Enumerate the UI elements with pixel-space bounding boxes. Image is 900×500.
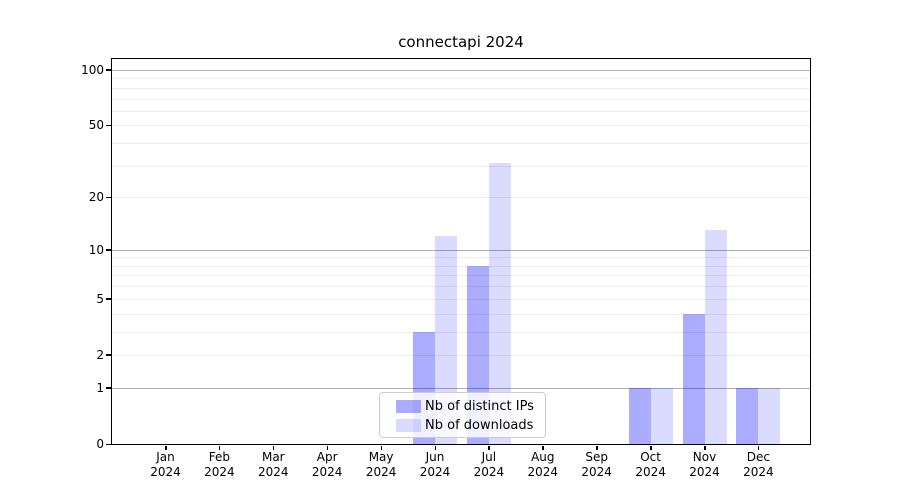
x-tick-label-dec: Dec 2024 <box>743 450 774 479</box>
x-tick-dec <box>757 445 760 450</box>
x-tick-label-aug: Aug 2024 <box>527 450 559 479</box>
gridline-minor <box>112 143 810 145</box>
y-tick-label-100: 100 <box>81 62 104 77</box>
x-tick-label-nov: Nov 2024 <box>689 450 720 479</box>
legend-label-distinct-ips: Nb of distinct IPs <box>425 399 534 414</box>
bar-distinct-ips-dec <box>736 387 759 444</box>
y-tick-label-2: 2 <box>96 347 104 362</box>
legend-swatch-distinct-ips <box>396 400 421 413</box>
x-tick-may <box>380 445 383 450</box>
x-tick-jan <box>165 445 167 450</box>
x-tick-label-mar: Mar 2024 <box>258 450 289 479</box>
y-tick-label-20: 20 <box>88 190 104 205</box>
y-tick-2 <box>105 354 111 356</box>
gridline-minor <box>112 286 810 288</box>
chart-title: connectapi 2024 <box>398 33 524 51</box>
bar-distinct-ips-nov <box>682 313 705 444</box>
gridline-major <box>112 249 810 251</box>
legend: Nb of distinct IPs Nb of downloads <box>379 392 546 438</box>
legend-row-downloads: Nb of downloads <box>396 416 537 435</box>
gridline-minor <box>112 265 810 267</box>
y-tick-20 <box>105 196 111 199</box>
bar-downloads-dec <box>758 387 781 444</box>
legend-swatch-downloads <box>396 419 421 432</box>
legend-row-distinct-ips: Nb of distinct IPs <box>396 397 537 416</box>
y-tick-label-0: 0 <box>96 437 104 451</box>
gridline-minor <box>112 125 810 127</box>
x-tick-label-jun: Jun 2024 <box>419 450 451 479</box>
gridline-minor <box>112 275 810 277</box>
gridline-minor <box>112 197 810 199</box>
y-tick-1 <box>105 387 111 389</box>
y-tick-label-10: 10 <box>88 242 104 257</box>
x-tick-apr <box>326 445 329 450</box>
gridline-minor <box>112 98 810 100</box>
gridline-minor <box>112 110 810 112</box>
y-tick-10 <box>105 249 111 251</box>
y-tick-label-1: 1 <box>96 380 104 395</box>
x-tick-label-jul: Jul 2024 <box>473 450 505 479</box>
y-tick-50 <box>105 124 111 127</box>
gridline-minor <box>112 313 810 315</box>
x-tick-label-feb: Feb 2024 <box>204 450 235 479</box>
x-tick-aug <box>542 445 544 450</box>
x-tick-label-oct: Oct 2024 <box>635 450 666 479</box>
y-tick-100 <box>105 69 111 71</box>
x-tick-jun <box>434 445 436 450</box>
y-tick-label-5: 5 <box>96 291 104 306</box>
x-tick-feb <box>218 445 221 450</box>
x-tick-label-apr: Apr 2024 <box>311 450 343 479</box>
bar-downloads-jul <box>488 163 511 444</box>
bar-downloads-nov <box>704 230 727 444</box>
bar-distinct-ips-oct <box>628 387 651 444</box>
gridline-major <box>112 387 810 389</box>
gridline-minor <box>112 257 810 259</box>
gridline-minor <box>112 354 810 356</box>
y-tick-5 <box>105 298 111 300</box>
x-tick-mar <box>272 445 275 450</box>
x-tick-label-jan: Jan 2024 <box>150 450 181 479</box>
gridline-major <box>112 69 810 71</box>
gridline-minor <box>112 331 810 333</box>
gridline-minor <box>112 165 810 167</box>
x-tick-sep <box>596 445 598 450</box>
x-tick-oct <box>650 445 652 450</box>
gridline-minor <box>112 298 810 300</box>
y-tick-label-50: 50 <box>88 118 104 133</box>
gridline-minor <box>112 78 810 80</box>
x-tick-jul <box>488 445 490 450</box>
bar-downloads-oct <box>650 387 673 444</box>
x-tick-nov <box>704 445 706 450</box>
y-tick-0 <box>105 443 111 445</box>
gridline-minor <box>112 87 810 89</box>
x-tick-label-sep: Sep 2024 <box>581 450 612 479</box>
legend-label-downloads: Nb of downloads <box>425 418 534 433</box>
plot-area <box>105 59 810 450</box>
x-tick-label-may: May 2024 <box>365 450 397 479</box>
